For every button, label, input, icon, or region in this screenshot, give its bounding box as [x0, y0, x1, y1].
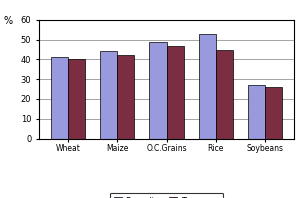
Bar [216, 50, 233, 139]
Bar [100, 51, 117, 139]
Bar [199, 34, 216, 139]
Bar [248, 85, 265, 139]
Text: %: % [3, 16, 12, 26]
Bar [149, 42, 166, 139]
Bar [167, 46, 184, 139]
Bar [68, 59, 85, 139]
Bar [265, 87, 282, 139]
Bar [117, 55, 134, 139]
Bar [51, 57, 68, 139]
Legend: Base line, Temp. up: Base line, Temp. up [110, 193, 223, 198]
